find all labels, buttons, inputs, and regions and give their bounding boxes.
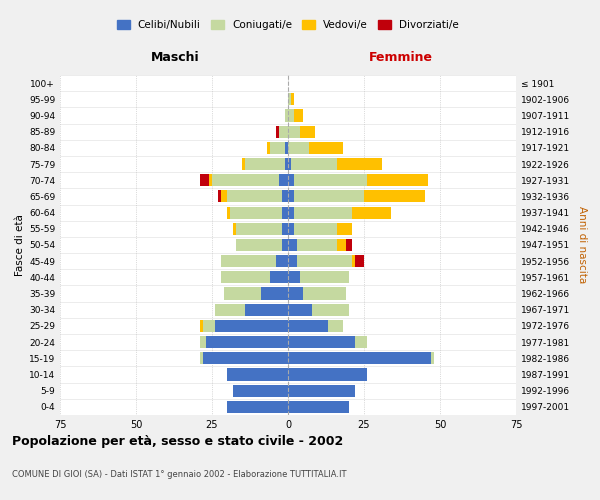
Bar [288, 288, 303, 300]
Bar [300, 126, 316, 138]
Bar [236, 222, 282, 235]
Bar [276, 126, 279, 138]
Bar [303, 288, 346, 300]
Bar [279, 126, 288, 138]
Bar [224, 288, 260, 300]
Bar [291, 93, 294, 106]
Bar [367, 174, 428, 186]
Legend: Celibi/Nubili, Coniugati/e, Vedovi/e, Divorziati/e: Celibi/Nubili, Coniugati/e, Vedovi/e, Di… [113, 16, 463, 34]
Bar [288, 93, 291, 106]
Bar [313, 304, 349, 316]
Bar [276, 255, 288, 268]
Bar [288, 255, 297, 268]
Bar [297, 239, 337, 251]
Bar [215, 320, 288, 332]
Bar [200, 320, 203, 332]
Bar [260, 288, 288, 300]
Bar [227, 190, 282, 202]
Bar [203, 352, 288, 364]
Bar [288, 336, 355, 348]
Bar [328, 320, 343, 332]
Y-axis label: Fasce di età: Fasce di età [15, 214, 25, 276]
Bar [337, 239, 346, 251]
Bar [288, 239, 297, 251]
Bar [352, 255, 355, 268]
Bar [294, 190, 364, 202]
Bar [227, 401, 288, 413]
Bar [233, 384, 288, 397]
Bar [245, 304, 288, 316]
Bar [337, 158, 382, 170]
Bar [282, 190, 288, 202]
Bar [294, 206, 352, 218]
Bar [212, 174, 279, 186]
Bar [200, 336, 206, 348]
Bar [288, 190, 294, 202]
Bar [285, 142, 288, 154]
Text: Maschi: Maschi [151, 50, 200, 64]
Bar [300, 272, 349, 283]
Y-axis label: Anni di nascita: Anni di nascita [577, 206, 587, 284]
Bar [288, 142, 309, 154]
Bar [288, 384, 355, 397]
Bar [245, 158, 285, 170]
Bar [233, 222, 236, 235]
Bar [288, 304, 313, 316]
Bar [230, 206, 282, 218]
Bar [285, 158, 288, 170]
Bar [209, 174, 212, 186]
Bar [364, 190, 425, 202]
Bar [288, 174, 294, 186]
Text: Femmine: Femmine [368, 50, 433, 64]
Bar [346, 239, 352, 251]
Bar [288, 158, 291, 170]
Bar [355, 255, 364, 268]
Bar [288, 206, 294, 218]
Bar [285, 110, 288, 122]
Bar [288, 126, 300, 138]
Bar [288, 368, 367, 380]
Text: Popolazione per età, sesso e stato civile - 2002: Popolazione per età, sesso e stato civil… [12, 435, 343, 448]
Bar [282, 206, 288, 218]
Bar [227, 368, 288, 380]
Bar [291, 158, 337, 170]
Bar [227, 206, 230, 218]
Bar [352, 206, 391, 218]
Bar [431, 352, 434, 364]
Bar [288, 110, 294, 122]
Bar [297, 255, 352, 268]
Bar [288, 320, 328, 332]
Bar [200, 352, 203, 364]
Bar [282, 222, 288, 235]
Bar [270, 142, 285, 154]
Bar [294, 174, 367, 186]
Bar [221, 255, 276, 268]
Bar [200, 174, 209, 186]
Bar [203, 320, 215, 332]
Bar [215, 304, 245, 316]
Bar [221, 190, 227, 202]
Bar [270, 272, 288, 283]
Bar [242, 158, 245, 170]
Bar [282, 239, 288, 251]
Bar [288, 401, 349, 413]
Bar [206, 336, 288, 348]
Text: COMUNE DI GIOI (SA) - Dati ISTAT 1° gennaio 2002 - Elaborazione TUTTITALIA.IT: COMUNE DI GIOI (SA) - Dati ISTAT 1° genn… [12, 470, 347, 479]
Bar [309, 142, 343, 154]
Bar [294, 110, 303, 122]
Bar [337, 222, 352, 235]
Bar [267, 142, 270, 154]
Bar [279, 174, 288, 186]
Bar [218, 190, 221, 202]
Bar [288, 222, 294, 235]
Bar [221, 272, 270, 283]
Bar [288, 352, 431, 364]
Bar [355, 336, 367, 348]
Bar [294, 222, 337, 235]
Bar [288, 272, 300, 283]
Bar [236, 239, 282, 251]
